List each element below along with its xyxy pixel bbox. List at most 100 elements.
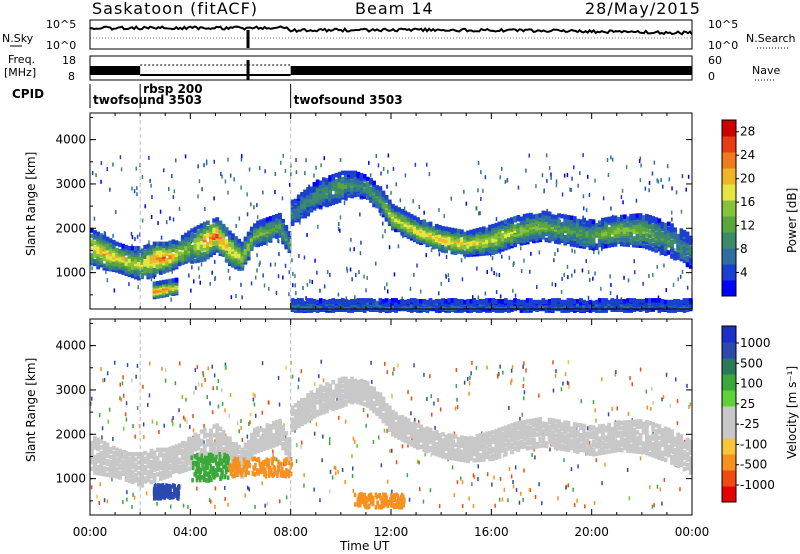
scatter-cell <box>566 264 569 269</box>
echo-cell <box>375 185 380 190</box>
scatter-cell <box>309 419 311 424</box>
scatter-cell <box>255 275 257 280</box>
scatter-cell <box>141 218 144 223</box>
scatter-cell <box>301 440 303 445</box>
echo-cell <box>303 210 307 215</box>
ground-scatter-cell <box>124 470 129 475</box>
scatter-cell <box>601 247 603 252</box>
echo-cell <box>193 243 198 249</box>
ground-scatter-cell <box>177 445 182 451</box>
echo-cell <box>372 299 376 304</box>
echo-cell <box>102 234 107 240</box>
echo-cell <box>96 239 101 244</box>
echo-cell <box>284 234 289 239</box>
ground-scatter-cell <box>168 456 173 461</box>
echo-cell <box>560 213 565 219</box>
scatter-cell <box>424 452 426 457</box>
echo-cell <box>231 254 235 259</box>
scatter-cell <box>291 258 293 263</box>
scatter-cell <box>100 161 103 166</box>
echo-cell <box>387 199 392 204</box>
echo-cell <box>688 264 693 269</box>
echo-cell <box>550 214 555 219</box>
echo-cell <box>657 237 662 242</box>
ground-scatter-cell <box>111 458 116 463</box>
scatter-cell <box>305 158 307 163</box>
echo-cell <box>663 239 668 245</box>
echo-cell <box>296 298 301 303</box>
scatter-cell <box>275 457 278 462</box>
echo-cell <box>90 247 94 252</box>
echo-cell <box>679 254 684 260</box>
scatter-cell <box>668 177 671 182</box>
scatter-cell <box>221 174 223 179</box>
scatter-cell <box>419 289 422 294</box>
scatter-cell <box>622 200 624 205</box>
scatter-cell <box>403 206 406 211</box>
scatter-cell <box>188 273 190 278</box>
scatter-cell <box>250 202 252 207</box>
scatter-cell <box>498 273 501 277</box>
echo-cell <box>623 299 627 304</box>
ground-scatter-cell <box>127 466 132 471</box>
scatter-cell <box>315 165 317 170</box>
scatter-cell <box>529 488 531 493</box>
ground-scatter-cell <box>108 449 113 454</box>
ground-scatter-cell <box>93 439 97 444</box>
echo-cell <box>538 229 543 234</box>
echo-cell <box>105 264 110 269</box>
echo-cell <box>626 298 630 303</box>
echo-cell <box>334 187 339 192</box>
echo-cell <box>638 241 643 246</box>
scatter-cell <box>560 387 563 392</box>
scatter-cell <box>151 195 153 199</box>
echo-cell <box>682 244 687 249</box>
echo-cell <box>670 228 674 233</box>
echo-cell <box>268 229 273 235</box>
scatter-cell <box>261 361 264 366</box>
echo-cell <box>463 243 467 249</box>
scatter-cell <box>380 171 382 176</box>
echo-cell <box>666 226 671 231</box>
echo-cell <box>660 243 665 248</box>
echo-cell <box>268 216 273 221</box>
scatter-cell <box>316 270 318 275</box>
echo-cell <box>419 299 423 304</box>
scatter-cell <box>145 491 148 496</box>
echo-cell <box>648 246 652 251</box>
scatter-cell <box>519 416 521 421</box>
echo-cell <box>315 187 320 193</box>
scatter-cell <box>549 447 551 452</box>
echo-cell <box>394 222 398 228</box>
scatter-cell <box>523 468 525 473</box>
scatter-cell <box>351 474 354 478</box>
ground-scatter-cell <box>108 473 113 478</box>
scatter-cell <box>680 209 683 214</box>
scatter-cell <box>285 435 287 439</box>
scatter-cell <box>470 371 472 376</box>
echo-cell <box>196 235 201 240</box>
echo-cell <box>224 239 229 244</box>
scatter-cell <box>227 190 229 195</box>
echo-cell <box>563 226 568 232</box>
echo-cell <box>604 243 608 249</box>
echo-cell <box>130 252 135 257</box>
scatter-cell <box>136 234 139 239</box>
ground-scatter-cell <box>152 478 157 484</box>
ground-scatter-cell <box>133 478 138 483</box>
echo-cell <box>535 299 539 305</box>
ground-scatter-cell <box>155 461 160 466</box>
echo-cell <box>137 273 141 279</box>
echo-cell <box>218 249 223 254</box>
echo-cell <box>155 264 160 270</box>
echo-cell <box>121 243 126 249</box>
scatter-cell <box>518 500 521 505</box>
echo-cell <box>557 233 561 239</box>
echo-cell <box>202 254 207 259</box>
echo-cell <box>682 237 687 242</box>
echo-cell <box>444 299 449 304</box>
scatter-cell <box>572 487 574 492</box>
ground-scatter-cell <box>93 457 97 463</box>
scatter-cell <box>609 291 612 295</box>
echo-cell <box>206 228 210 233</box>
